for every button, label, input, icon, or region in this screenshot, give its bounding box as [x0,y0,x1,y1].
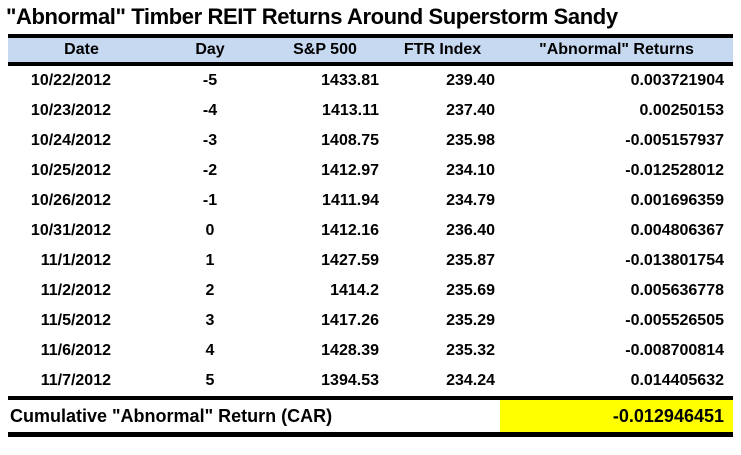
cell-date: 11/2/2012 [40,282,111,299]
cell-ftr-index: 234.10 [446,162,495,179]
cell-abnormal-return: -0.005526505 [625,312,724,329]
cell-day: 0 [205,222,215,239]
cell-sp500: 1417.26 [321,312,379,329]
cell-day: 5 [205,372,215,389]
cell-day: 2 [205,282,215,299]
cell-ftr-index: 234.79 [446,192,495,209]
cell-date: 10/24/2012 [30,132,111,149]
car-label: Cumulative "Abnormal" Return (CAR) [10,405,333,426]
header-row: Date Day S&P 500 FTR Index "Abnormal" Re… [8,38,733,66]
table-row: 10/25/2012 -2 1412.97 234.10 -0.01252801… [8,156,733,186]
returns-table: Date Day S&P 500 FTR Index "Abnormal" Re… [8,34,733,437]
cell-sp500: 1412.97 [321,162,379,179]
cell-sp500: 1413.11 [322,102,379,119]
cell-ftr-index: 235.98 [446,132,495,149]
table-row: 11/5/2012 3 1417.26 235.29 -0.005526505 [8,306,733,336]
cell-day: -5 [202,72,218,89]
cell-date: 10/31/2012 [30,222,111,239]
table-row: 11/6/2012 4 1428.39 235.32 -0.008700814 [8,336,733,366]
cell-sp500: 1412.16 [321,222,379,239]
cell-day: -3 [202,132,218,149]
table-row: 11/2/2012 2 1414.2 235.69 0.005636778 [8,276,733,306]
car-value-highlighted: -0.012946451 [500,400,733,432]
cell-date: 11/6/2012 [40,342,111,359]
cell-day: 4 [205,342,215,359]
column-header-ftr-index: FTR Index [403,41,482,58]
cell-abnormal-return: -0.012528012 [625,162,724,179]
cell-abnormal-return: 0.005636778 [630,282,724,299]
column-header-abnormal-returns: "Abnormal" Returns [539,41,694,58]
cell-date: 11/5/2012 [40,312,111,329]
column-header-date: Date [64,41,99,58]
cell-sp500: 1428.39 [321,342,379,359]
cell-abnormal-return: 0.004806367 [630,222,724,239]
cell-day: 3 [205,312,215,329]
cell-date: 10/23/2012 [30,102,111,119]
cell-date: 11/7/2012 [40,372,111,389]
cell-sp500: 1411.94 [322,192,379,209]
cell-day: -4 [202,102,218,119]
cell-abnormal-return: -0.013801754 [625,252,724,269]
footer-row: Cumulative "Abnormal" Return (CAR) -0.01… [8,396,733,432]
cell-ftr-index: 237.40 [446,102,495,119]
cell-abnormal-return: -0.005157937 [625,132,724,149]
table-row: 10/22/2012 -5 1433.81 239.40 0.003721904 [8,66,733,96]
cell-abnormal-return: 0.003721904 [630,72,724,89]
cell-abnormal-return: 0.014405632 [630,372,724,389]
cell-ftr-index: 235.87 [446,252,495,269]
cell-sp500: 1408.75 [321,132,379,149]
cell-ftr-index: 234.24 [446,372,495,389]
cell-date: 11/1/2012 [40,252,111,269]
cell-date: 10/22/2012 [30,72,111,89]
table-title: "Abnormal" Timber REIT Returns Around Su… [6,4,618,29]
table-row: 10/24/2012 -3 1408.75 235.98 -0.00515793… [8,126,733,156]
cell-ftr-index: 235.29 [446,312,495,329]
cell-day: -2 [202,162,218,179]
table-row: 10/26/2012 -1 1411.94 234.79 0.001696359 [8,186,733,216]
cell-sp500: 1414.2 [330,282,379,299]
table-row: 11/1/2012 1 1427.59 235.87 -0.013801754 [8,246,733,276]
cell-sp500: 1427.59 [321,252,379,269]
cell-abnormal-return: -0.008700814 [625,342,724,359]
column-header-day: Day [195,41,225,58]
table-row: 10/23/2012 -4 1413.11 237.40 0.00250153 [8,96,733,126]
cell-sp500: 1394.53 [321,372,379,389]
cell-date: 10/26/2012 [30,192,111,209]
cell-abnormal-return: 0.00250153 [639,102,724,119]
cell-ftr-index: 235.32 [446,342,495,359]
cell-date: 10/25/2012 [30,162,111,179]
cell-ftr-index: 235.69 [446,282,495,299]
cell-sp500: 1433.81 [321,72,379,89]
cell-ftr-index: 239.40 [446,72,495,89]
cell-ftr-index: 236.40 [446,222,495,239]
cell-abnormal-return: 0.001696359 [630,192,724,209]
cell-day: -1 [202,192,218,209]
cell-day: 1 [205,252,215,269]
column-header-sp500: S&P 500 [293,41,357,58]
table-row: 11/7/2012 5 1394.53 234.24 0.014405632 [8,366,733,396]
table-row: 10/31/2012 0 1412.16 236.40 0.004806367 [8,216,733,246]
